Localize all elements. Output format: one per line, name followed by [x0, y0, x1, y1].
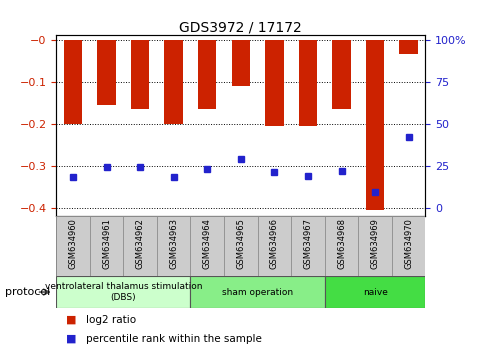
Bar: [224, 216, 257, 276]
Bar: [63, 40, 82, 124]
Text: GSM634962: GSM634962: [135, 218, 144, 269]
Text: GSM634970: GSM634970: [403, 218, 412, 269]
Bar: [56, 216, 90, 276]
Bar: [324, 216, 358, 276]
Bar: [264, 40, 283, 126]
Bar: [399, 40, 417, 54]
Bar: [332, 40, 350, 109]
Bar: [97, 40, 116, 105]
Text: GSM634966: GSM634966: [269, 218, 278, 269]
Text: GSM634964: GSM634964: [203, 218, 211, 269]
Bar: [164, 40, 183, 124]
Bar: [198, 40, 216, 109]
Bar: [190, 276, 324, 308]
Text: sham operation: sham operation: [222, 287, 293, 297]
Bar: [56, 276, 190, 308]
Text: ventrolateral thalamus stimulation
(DBS): ventrolateral thalamus stimulation (DBS): [44, 282, 202, 302]
Title: GDS3972 / 17172: GDS3972 / 17172: [179, 20, 302, 34]
Bar: [131, 40, 149, 109]
Text: GSM634963: GSM634963: [169, 218, 178, 269]
Text: ■: ■: [66, 315, 76, 325]
Bar: [190, 216, 224, 276]
Bar: [257, 216, 290, 276]
Text: GSM634968: GSM634968: [336, 218, 346, 269]
Bar: [324, 276, 425, 308]
Bar: [231, 40, 249, 86]
Bar: [290, 216, 324, 276]
Text: GSM634960: GSM634960: [68, 218, 78, 269]
Text: GSM634969: GSM634969: [370, 218, 379, 269]
Bar: [365, 40, 384, 210]
Text: ■: ■: [66, 333, 76, 344]
Bar: [298, 40, 317, 126]
Text: GSM634961: GSM634961: [102, 218, 111, 269]
Bar: [358, 216, 391, 276]
Bar: [123, 216, 157, 276]
Text: GSM634965: GSM634965: [236, 218, 245, 269]
Text: log2 ratio: log2 ratio: [85, 315, 136, 325]
Text: naive: naive: [362, 287, 386, 297]
Text: GSM634967: GSM634967: [303, 218, 312, 269]
Text: percentile rank within the sample: percentile rank within the sample: [85, 333, 261, 344]
Bar: [157, 216, 190, 276]
Bar: [391, 216, 425, 276]
Text: protocol: protocol: [5, 287, 50, 297]
Bar: [90, 216, 123, 276]
